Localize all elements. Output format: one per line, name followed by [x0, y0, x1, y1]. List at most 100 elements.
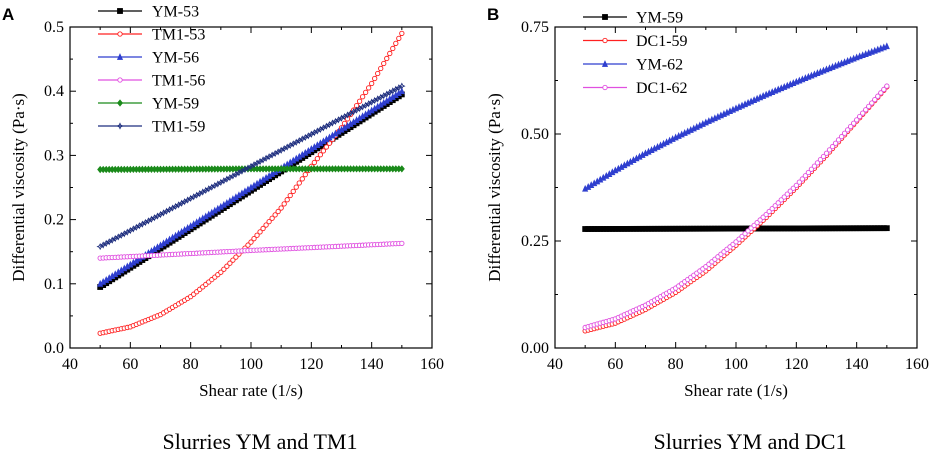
data-point [224, 263, 230, 269]
x-tick-label: 120 [299, 356, 323, 373]
data-point [399, 30, 405, 37]
data-point [866, 103, 872, 110]
x-tick-label: 120 [784, 356, 808, 373]
x-tick-label: 40 [547, 356, 563, 373]
data-point [356, 98, 363, 104]
data-point [311, 159, 317, 166]
data-point [313, 127, 322, 135]
data-point [860, 110, 866, 116]
data-point [295, 137, 303, 145]
data-point [245, 242, 251, 248]
data-point [793, 182, 799, 189]
data-point [120, 230, 128, 238]
data-point [820, 153, 827, 160]
data-point [274, 148, 282, 156]
data-point [138, 220, 147, 228]
data-point [150, 214, 159, 222]
data-point [367, 98, 376, 106]
data-point [393, 40, 399, 47]
data-point [389, 87, 397, 95]
legend-label: YM-59 [636, 10, 683, 27]
legend-marker [117, 31, 123, 37]
data-point [260, 225, 266, 232]
data-point [217, 178, 225, 186]
data-point [272, 212, 278, 218]
data-point [105, 238, 113, 246]
data-point [257, 229, 263, 235]
data-point [317, 152, 324, 158]
legend-marker [117, 77, 123, 83]
data-point [262, 154, 270, 162]
y-tick-label: 0.3 [44, 147, 64, 164]
data-point [378, 65, 384, 72]
data-point [299, 176, 305, 182]
legend-entry: TM1-56 [98, 73, 205, 90]
data-point [346, 109, 355, 117]
data-point [377, 93, 385, 101]
legend-entry: YM-53 [98, 4, 199, 21]
data-point [320, 148, 327, 154]
data-point [135, 222, 144, 230]
y-tick-label: 0.75 [521, 19, 549, 36]
x-tick-label: 60 [607, 356, 623, 373]
data-point [156, 210, 165, 219]
data-point [835, 137, 842, 143]
data-point [298, 135, 306, 143]
data-point [805, 169, 812, 176]
series-dc1-62 [582, 83, 890, 331]
y-tick-label: 0.50 [521, 126, 549, 143]
data-point [832, 140, 839, 146]
chart-panel-a: 40 60 80 100 120 140 160 0.0 0.1 0.2 0.3 0.4 0.5 Shea… [2, 4, 444, 455]
data-point [841, 130, 848, 136]
data-point [325, 120, 334, 129]
data-point [159, 209, 168, 217]
data-point [230, 257, 236, 263]
data-point [334, 116, 343, 124]
data-point [808, 166, 815, 172]
data-point [256, 157, 264, 166]
data-point [99, 241, 107, 249]
data-point [883, 225, 890, 232]
data-point [863, 107, 869, 113]
x-tick-label: 160 [420, 356, 444, 373]
data-point [114, 233, 122, 241]
y-tick-label: 0.2 [44, 212, 64, 229]
data-point [126, 226, 135, 235]
legend-marker [117, 8, 123, 14]
chart-panel-b: 40 60 80 100 120 140 160 0.00 0.25 0.50 0.75 Shear … [485, 5, 929, 454]
series-ym-62 [582, 42, 890, 192]
legend-marker [602, 37, 608, 44]
y-tick-label: 0.1 [44, 276, 64, 293]
data-point [251, 236, 257, 242]
data-point [829, 143, 836, 150]
data-point [386, 88, 394, 97]
y-tick-label: 0.0 [44, 340, 64, 357]
data-point [289, 140, 297, 148]
data-point [193, 191, 201, 199]
legend-label: TM1-59 [152, 119, 205, 136]
series-dc1-59 [582, 84, 890, 334]
series-line [585, 86, 888, 332]
data-point [229, 172, 237, 180]
plot-frame [554, 26, 918, 349]
data-point [359, 94, 366, 100]
data-point [123, 228, 131, 236]
y-tick-label: 0.00 [521, 340, 549, 357]
data-point [129, 225, 138, 233]
panel-letter: B [487, 5, 499, 24]
data-point [296, 180, 302, 186]
data-point [361, 101, 370, 109]
data-point [269, 215, 275, 221]
data-point [281, 201, 287, 207]
data-point [275, 208, 281, 215]
data-point [884, 83, 890, 89]
data-point [168, 204, 177, 212]
data-point [265, 153, 273, 161]
data-point [838, 133, 845, 140]
panel-caption: Slurries YM and TM1 [163, 429, 358, 454]
legend-label: YM-53 [152, 4, 199, 21]
data-point [869, 100, 875, 106]
x-tick-label: 140 [845, 356, 869, 373]
data-point [226, 173, 234, 182]
data-point [293, 184, 299, 190]
